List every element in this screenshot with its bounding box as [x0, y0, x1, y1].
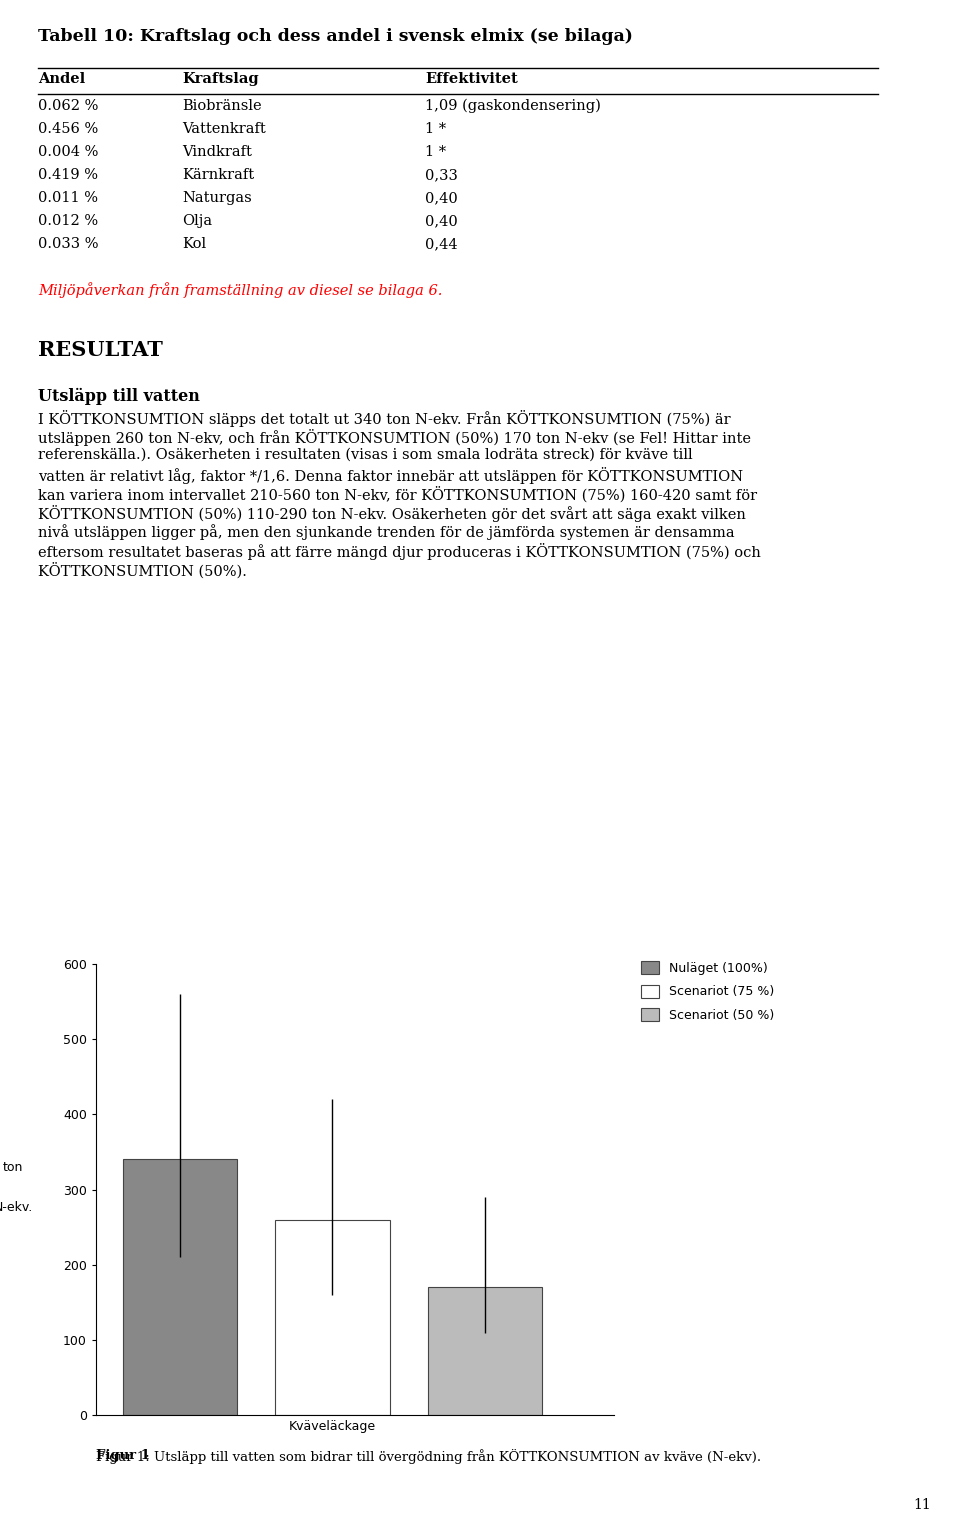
Text: 0,33: 0,33 [425, 168, 458, 182]
Text: 0.004 %: 0.004 % [38, 145, 98, 159]
Text: 11: 11 [914, 1498, 931, 1512]
Text: referenskälla.). Osäkerheten i resultaten (visas i som smala lodräta streck) för: referenskälla.). Osäkerheten i resultate… [38, 448, 692, 462]
Text: Figur 1: Utsläpp till vatten som bidrar till övergödning från KÖTTKONSUMTION av : Figur 1: Utsläpp till vatten som bidrar … [96, 1449, 761, 1464]
Text: 0.011 %: 0.011 % [38, 191, 98, 205]
Text: Biobränsle: Biobränsle [182, 99, 262, 113]
Text: 0.012 %: 0.012 % [38, 214, 98, 228]
Bar [427, 1287, 542, 1415]
Text: 0.062 %: 0.062 % [38, 99, 98, 113]
Text: utsläppen 260 ton N-ekv, och från KÖTTKONSUMTION (50%) 170 ton N-ekv (se Fel! Hi: utsläppen 260 ton N-ekv, och från KÖTTKO… [38, 428, 751, 447]
Text: nivå utsläppen ligger på, men den sjunkande trenden för de jämförda systemen är : nivå utsläppen ligger på, men den sjunka… [38, 523, 734, 540]
Text: KÖTTKONSUMTION (50%).: KÖTTKONSUMTION (50%). [38, 562, 247, 578]
Text: 0,40: 0,40 [425, 191, 458, 205]
Text: RESULTAT: RESULTAT [38, 340, 163, 360]
Text: Kraftslag: Kraftslag [182, 72, 258, 86]
Text: Olja: Olja [182, 214, 212, 228]
Text: ton: ton [3, 1161, 23, 1174]
Text: Kärnkraft: Kärnkraft [182, 168, 254, 182]
Text: Figur 1: Figur 1 [96, 1449, 150, 1461]
Text: KÖTTKONSUMTION (50%) 110-290 ton N-ekv. Osäkerheten gör det svårt att säga exakt: KÖTTKONSUMTION (50%) 110-290 ton N-ekv. … [38, 505, 746, 522]
Bar [276, 1219, 390, 1415]
Text: Naturgas: Naturgas [182, 191, 252, 205]
Text: Vindkraft: Vindkraft [182, 145, 252, 159]
Bar [123, 1160, 237, 1415]
Text: 0.033 %: 0.033 % [38, 237, 99, 251]
Text: Utsläpp till vatten: Utsläpp till vatten [38, 389, 200, 405]
Text: kan variera inom intervallet 210-560 ton N-ekv, för KÖTTKONSUMTION (75%) 160-420: kan variera inom intervallet 210-560 ton… [38, 487, 757, 502]
Legend: Nuläget (100%), Scenariot (75 %), Scenariot (50 %): Nuläget (100%), Scenariot (75 %), Scenar… [641, 961, 774, 1022]
Text: 1 *: 1 * [425, 122, 446, 136]
Text: Kol: Kol [182, 237, 206, 251]
Text: 1 *: 1 * [425, 145, 446, 159]
Text: Miljöpåverkan från framställning av diesel se bilaga 6.: Miljöpåverkan från framställning av dies… [38, 282, 443, 298]
Text: 0,44: 0,44 [425, 237, 458, 251]
Text: eftersom resultatet baseras på att färre mängd djur produceras i KÖTTKONSUMTION : eftersom resultatet baseras på att färre… [38, 543, 761, 560]
Text: 0,40: 0,40 [425, 214, 458, 228]
Text: 0.456 %: 0.456 % [38, 122, 98, 136]
Text: I KÖTTKONSUMTION släpps det totalt ut 340 ton N-ekv. Från KÖTTKONSUMTION (75%) ä: I KÖTTKONSUMTION släpps det totalt ut 34… [38, 410, 731, 427]
Text: Effektivitet: Effektivitet [425, 72, 517, 86]
Text: 0.419 %: 0.419 % [38, 168, 98, 182]
Text: Vattenkraft: Vattenkraft [182, 122, 266, 136]
Text: vatten är relativt låg, faktor */1,6. Denna faktor innebär att utsläppen för KÖT: vatten är relativt låg, faktor */1,6. De… [38, 467, 743, 483]
Text: 1,09 (gaskondensering): 1,09 (gaskondensering) [425, 99, 601, 113]
Text: Tabell 10: Kraftslag och dess andel i svensk elmix (se bilaga): Tabell 10: Kraftslag och dess andel i sv… [38, 28, 633, 44]
Text: Andel: Andel [38, 72, 85, 86]
Text: N-ekv.: N-ekv. [0, 1201, 33, 1215]
